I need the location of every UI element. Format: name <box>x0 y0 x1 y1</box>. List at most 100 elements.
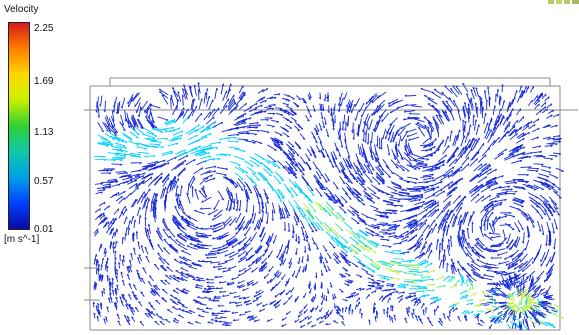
velocity-arrow <box>393 314 397 321</box>
velocity-arrowhead <box>513 267 516 270</box>
velocity-arrow <box>435 305 439 312</box>
velocity-arrow <box>146 229 151 239</box>
velocity-arrow <box>229 104 239 113</box>
velocity-arrow <box>283 183 292 193</box>
velocity-arrow <box>340 195 348 203</box>
velocity-arrow <box>293 209 300 220</box>
velocity-arrow <box>504 121 511 130</box>
velocity-arrowhead <box>374 316 377 319</box>
velocity-arrowhead <box>272 241 275 244</box>
velocity-arrowhead <box>356 304 358 307</box>
velocity-arrowhead <box>341 315 344 318</box>
velocity-arrow <box>285 118 293 123</box>
velocity-arrow <box>103 205 110 211</box>
velocity-arrowhead <box>555 227 558 230</box>
velocity-arrow <box>467 242 475 253</box>
velocity-arrow <box>546 322 554 326</box>
velocity-arrow <box>136 102 141 114</box>
velocity-arrow <box>497 108 502 118</box>
velocity-arrowhead <box>507 296 509 299</box>
velocity-arrow <box>120 174 132 177</box>
velocity-arrowhead <box>392 252 396 255</box>
velocity-arrowhead <box>540 217 544 220</box>
velocity-arrow <box>523 325 529 330</box>
velocity-arrow <box>136 118 143 129</box>
velocity-arrowhead <box>397 199 401 201</box>
velocity-arrowhead <box>212 158 215 161</box>
velocity-arrowhead <box>484 90 487 93</box>
velocity-arrow <box>340 161 346 171</box>
velocity-arrow <box>223 310 231 313</box>
velocity-arrowhead <box>329 229 333 232</box>
velocity-arrow <box>195 301 202 305</box>
velocity-arrow <box>320 269 324 276</box>
velocity-arrowhead <box>308 291 311 294</box>
velocity-arrowhead <box>462 105 465 108</box>
velocity-arrowhead <box>550 214 554 217</box>
velocity-arrow <box>464 139 471 150</box>
velocity-arrow <box>444 111 451 122</box>
velocity-arrow <box>533 184 544 190</box>
velocity-arrowhead <box>212 230 215 233</box>
velocity-arrow <box>398 297 403 304</box>
velocity-arrow <box>274 189 281 199</box>
velocity-arrow <box>470 264 481 271</box>
velocity-arrowhead <box>195 283 199 286</box>
velocity-arrow <box>266 179 274 189</box>
velocity-arrow <box>409 205 420 211</box>
velocity-arrowhead <box>222 83 225 86</box>
velocity-arrow <box>431 161 442 168</box>
velocity-arrowhead <box>520 202 523 205</box>
velocity-arrow <box>129 259 132 267</box>
velocity-arrowhead <box>161 94 165 97</box>
velocity-arrowhead <box>350 280 354 283</box>
velocity-arrow <box>200 155 212 160</box>
velocity-arrow <box>181 290 189 294</box>
velocity-arrow <box>252 281 259 286</box>
velocity-arrow <box>281 148 289 156</box>
velocity-arrow <box>322 261 326 268</box>
velocity-arrow <box>271 209 274 221</box>
velocity-arrow <box>362 190 372 197</box>
velocity-arrowhead <box>210 261 213 264</box>
velocity-arrowhead <box>408 138 411 141</box>
velocity-arrowhead <box>389 246 392 248</box>
velocity-arrow <box>374 144 378 156</box>
velocity-arrow <box>470 269 481 276</box>
velocity-arrowhead <box>281 324 284 327</box>
velocity-arrow <box>134 181 144 189</box>
velocity-arrow <box>238 85 244 94</box>
velocity-arrow <box>427 121 434 133</box>
velocity-arrow <box>294 297 299 303</box>
velocity-arrow <box>400 230 409 236</box>
velocity-arrow <box>174 162 184 170</box>
velocity-arrow <box>157 252 164 260</box>
velocity-arrowhead <box>408 199 411 201</box>
velocity-arrowhead <box>271 107 275 110</box>
velocity-arrowhead <box>204 253 208 256</box>
velocity-arrow <box>443 275 450 282</box>
velocity-arrowhead <box>108 172 112 175</box>
velocity-arrowhead <box>490 236 493 239</box>
velocity-arrow <box>315 144 321 153</box>
velocity-arrowhead <box>340 145 343 148</box>
velocity-arrowhead <box>159 141 162 144</box>
velocity-arrowhead <box>401 158 404 161</box>
velocity-arrowhead <box>332 124 335 127</box>
velocity-arrow <box>379 214 389 217</box>
velocity-arrow <box>117 137 128 143</box>
velocity-arrowhead <box>391 285 394 288</box>
velocity-arrow <box>400 251 410 254</box>
velocity-arrowhead <box>336 237 340 239</box>
velocity-arrowhead <box>304 101 307 104</box>
velocity-arrowhead <box>485 163 487 166</box>
velocity-arrowhead <box>530 152 533 155</box>
velocity-arrowhead <box>129 259 132 262</box>
velocity-arrow <box>344 132 347 143</box>
velocity-arrowhead <box>281 318 284 321</box>
velocity-arrowhead <box>107 125 110 128</box>
velocity-arrow <box>265 235 271 245</box>
velocity-arrowhead <box>516 133 518 136</box>
velocity-arrowhead <box>379 286 382 289</box>
velocity-arrow <box>550 307 559 312</box>
